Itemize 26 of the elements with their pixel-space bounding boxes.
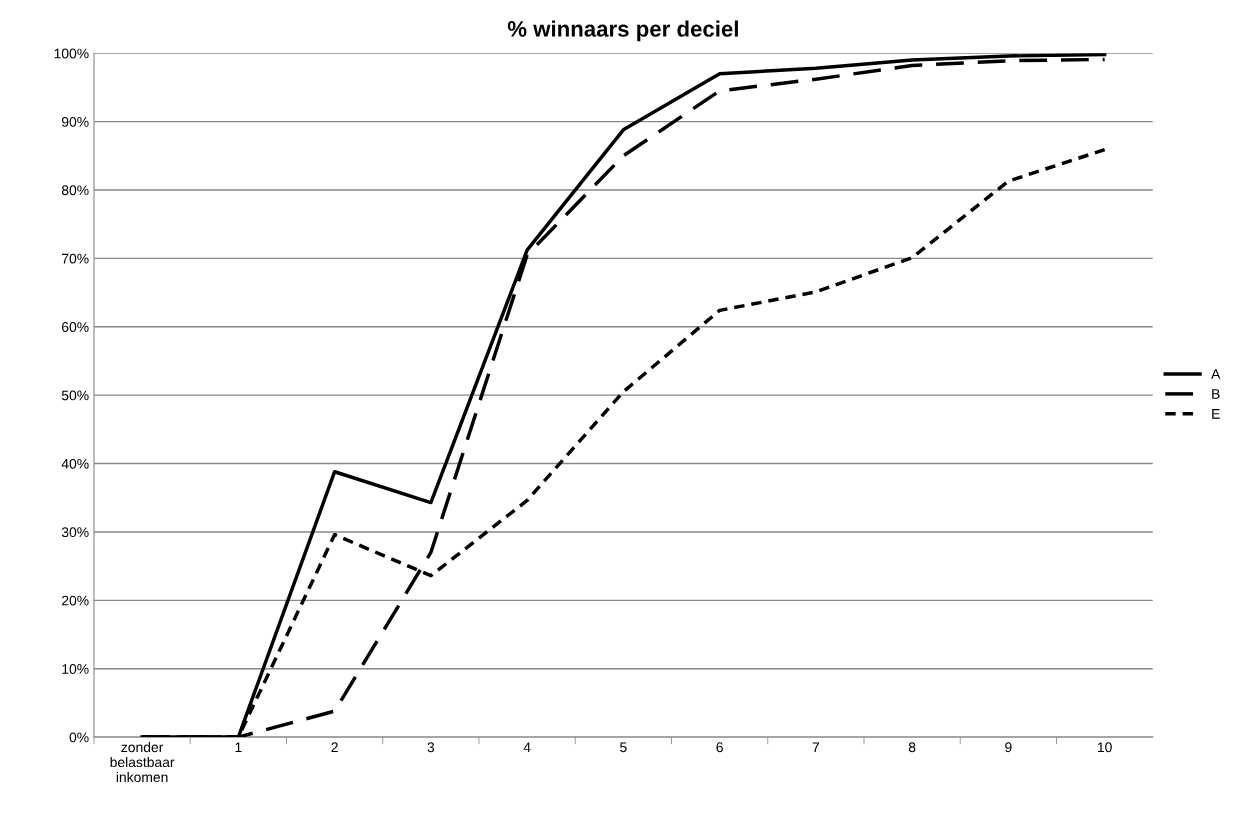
y-tick-label: 10%	[62, 664, 89, 674]
y-tick-label: 40%	[61, 458, 89, 469]
y-tick-label: 50%	[61, 390, 89, 401]
y-tick-label: 100%	[54, 48, 89, 59]
legend-label: A	[1211, 369, 1221, 379]
chart-title: % winnaars per deciel	[507, 20, 738, 42]
y-tick-label: 70%	[62, 253, 89, 264]
x-tick-label: 4	[523, 742, 531, 753]
x-tick-label: 6	[716, 742, 723, 753]
y-tick-label: 20%	[62, 595, 89, 606]
x-tick-label: 7	[812, 742, 820, 753]
y-tick-label: 60%	[62, 322, 89, 332]
x-tick-label: 8	[908, 742, 916, 753]
x-tick-label: 9	[1005, 742, 1012, 753]
legend-label: E	[1212, 409, 1220, 419]
x-tick-label: 2	[331, 742, 338, 753]
x-tick-label: 5	[620, 742, 627, 753]
x-tick-label: 10	[1097, 742, 1112, 753]
x-tick-label: 1	[235, 742, 242, 753]
y-tick-label: 30%	[61, 527, 89, 538]
y-tick-label: 80%	[61, 185, 89, 196]
y-tick-label: 90%	[61, 116, 89, 127]
legend-label: B	[1212, 389, 1220, 399]
x-tick-label: 3	[427, 742, 435, 753]
y-tick-label: 0%	[69, 732, 89, 743]
x-tick-label: zonder belastbaar inkomen	[110, 741, 175, 783]
